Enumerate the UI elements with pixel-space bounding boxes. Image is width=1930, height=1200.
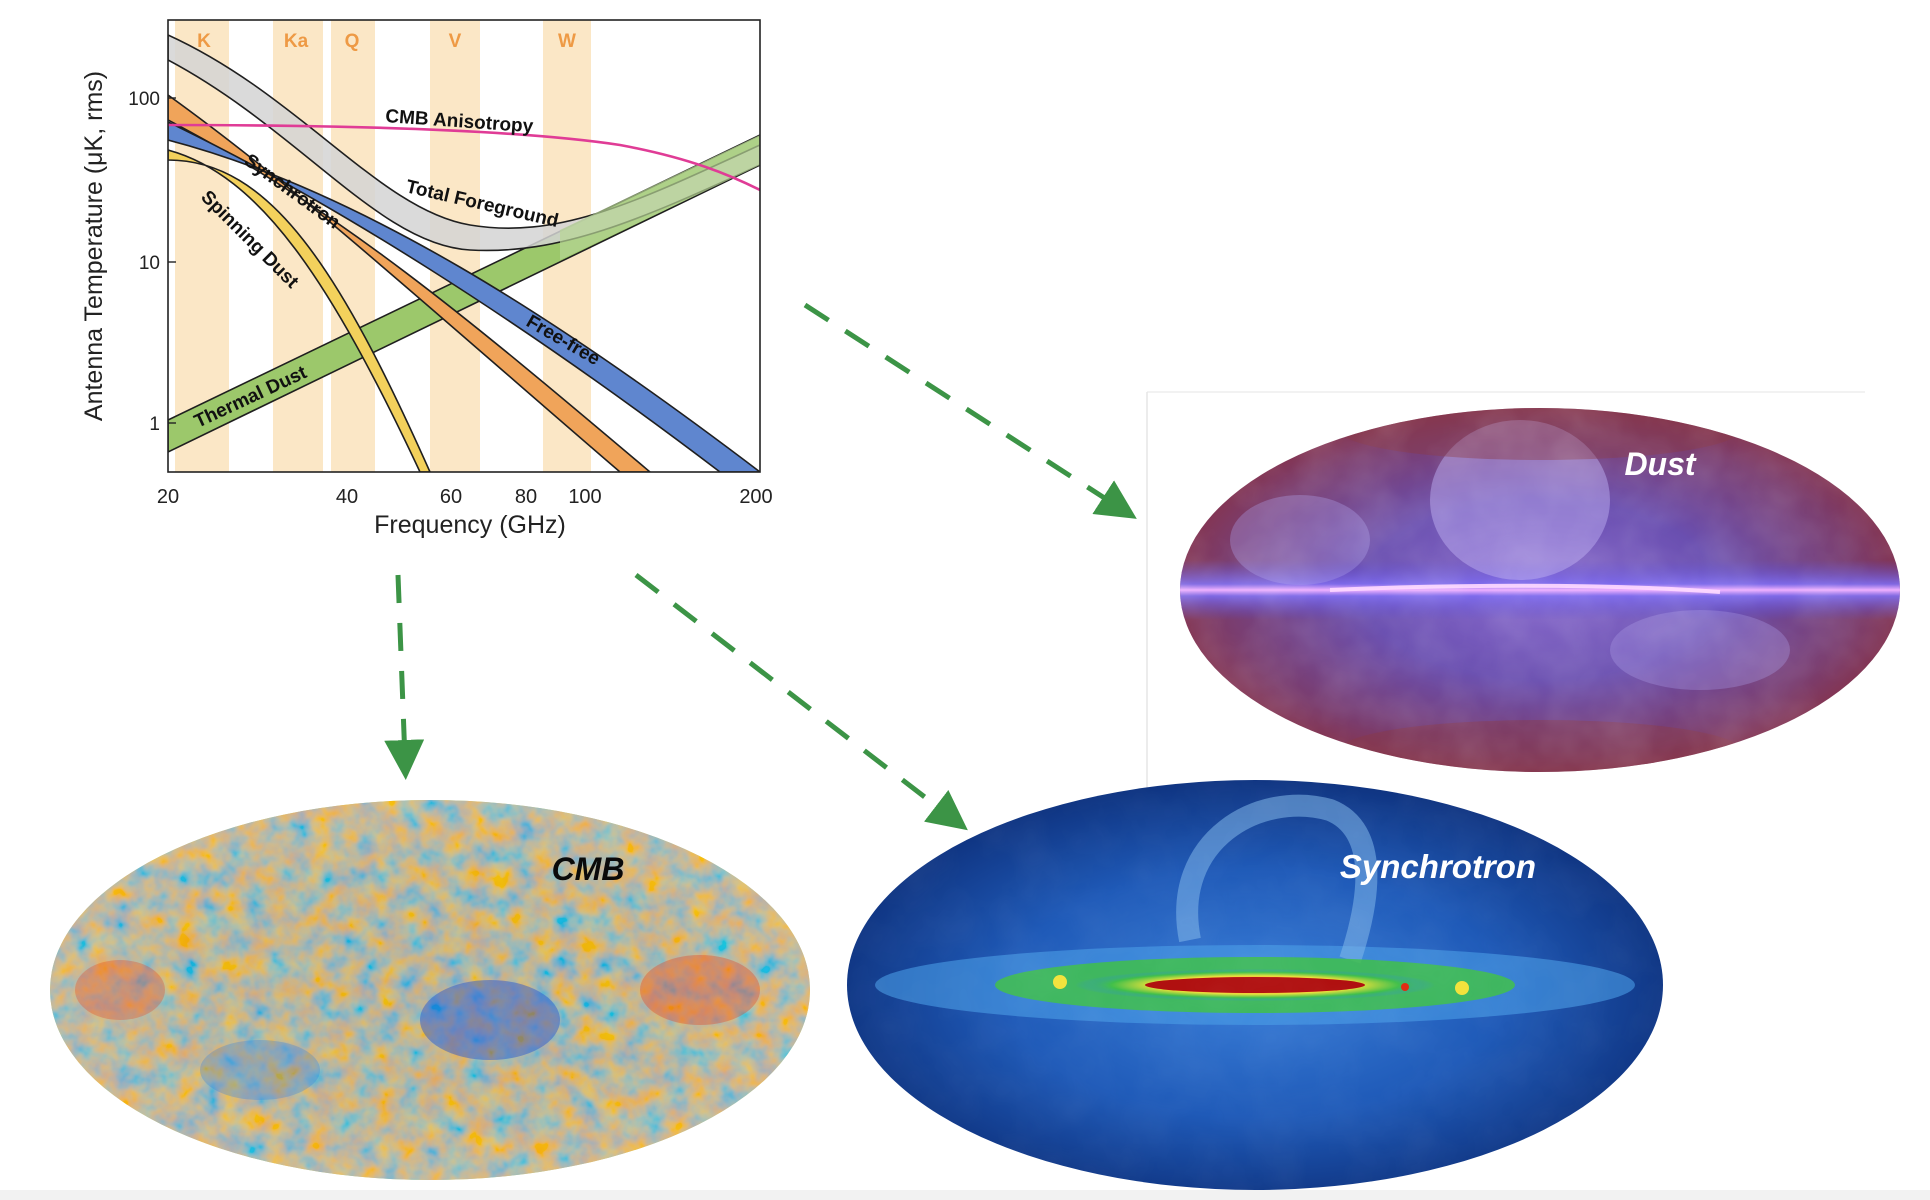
x-tick-40: 40 — [336, 486, 358, 508]
plot-frame — [167, 19, 761, 473]
y-tick-10: 10 — [139, 253, 160, 274]
arrows — [384, 302, 1137, 831]
x-axis-label: Frequency (GHz) — [374, 511, 566, 539]
y-axis-label: Antenna Temperature (μK, rms) — [80, 71, 108, 421]
cmb-label: CMB — [552, 851, 625, 887]
band-label-q: Q — [345, 31, 360, 52]
x-tick-100: 100 — [568, 486, 601, 508]
band-label-v: V — [449, 31, 462, 52]
cmb-anisotropy-curve — [168, 123, 760, 192]
arrow-to-cmb — [384, 574, 425, 780]
foreground-spectrum-chart: K Ka Q V W CMB Anisotropy To — [80, 19, 773, 539]
dust-map: Dust — [1146, 391, 1900, 800]
dust-label: Dust — [1624, 446, 1696, 482]
arrow-to-synchrotron — [634, 573, 968, 831]
x-tick-200: 200 — [739, 486, 772, 508]
synchrotron-label: Synchrotron — [1340, 848, 1536, 885]
cmb-map: CMB — [50, 800, 810, 1180]
y-tick-1: 1 — [149, 414, 160, 435]
band-label-ka: Ka — [284, 31, 309, 52]
arrow-to-dust — [803, 302, 1137, 519]
band-label-k: K — [197, 31, 211, 52]
synchrotron-band — [168, 94, 652, 472]
y-tick-100: 100 — [128, 89, 160, 110]
bottom-strip — [0, 1190, 1930, 1200]
band-label-w: W — [558, 31, 576, 52]
x-tick-80: 80 — [515, 486, 537, 508]
synchrotron-map: Synchrotron — [847, 780, 1663, 1190]
total-foreground-band — [168, 34, 760, 252]
x-tick-60: 60 — [440, 486, 462, 508]
x-tick-20: 20 — [157, 486, 179, 508]
